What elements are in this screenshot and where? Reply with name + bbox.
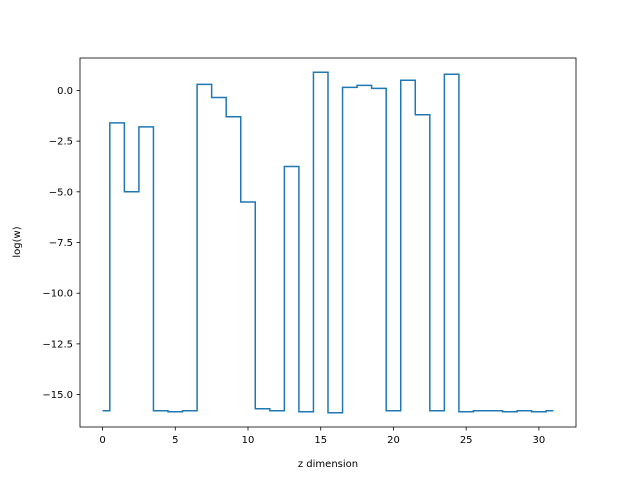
x-tick-label: 0 (99, 435, 105, 446)
x-tick-label: 5 (172, 435, 178, 446)
y-tick-label: −2.5 (49, 137, 73, 148)
y-tick-label: −12.5 (42, 339, 73, 350)
y-tick-label: −10.0 (42, 289, 73, 300)
x-tick-label: 25 (460, 435, 473, 446)
x-ticks: 0 5 10 15 20 25 30 (99, 427, 545, 446)
series-line-0 (102, 71, 554, 414)
y-axis-label: log(w) (12, 226, 23, 257)
x-tick-label: 20 (387, 435, 400, 446)
y-ticks: 0.0 −2.5 −5.0 −7.5 −10.0 −12.5 −15.0 (42, 86, 80, 401)
y-tick-label: −15.0 (42, 390, 73, 401)
y-tick-label: −7.5 (49, 238, 73, 249)
y-tick-label: −5.0 (49, 187, 73, 198)
y-tick-label: 0.0 (57, 86, 73, 97)
x-tick-label: 30 (533, 435, 546, 446)
series-layer (102, 71, 554, 414)
x-tick-label: 10 (242, 435, 255, 446)
x-tick-label: 15 (314, 435, 327, 446)
x-axis-label: z dimension (298, 459, 358, 470)
